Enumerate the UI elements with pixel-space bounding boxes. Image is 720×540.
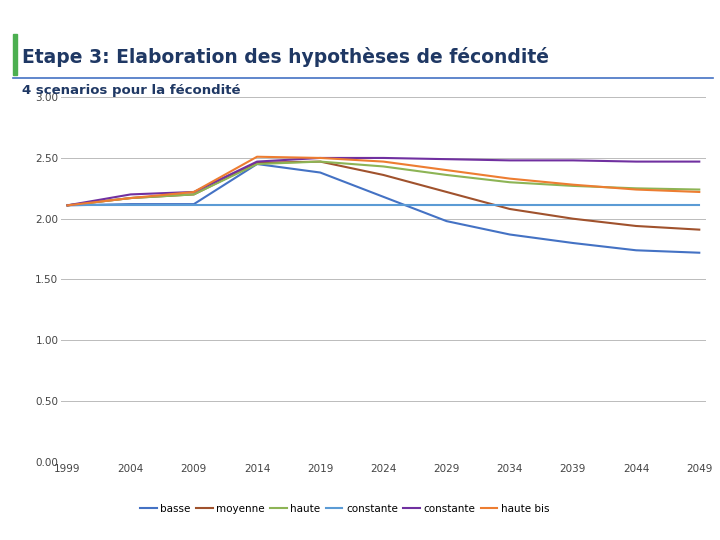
Legend: basse, moyenne, haute, constante, constante, haute bis: basse, moyenne, haute, constante, consta… bbox=[136, 500, 554, 518]
Text: Etape 3: Elaboration des hypothèses de fécondité: Etape 3: Elaboration des hypothèses de f… bbox=[22, 46, 549, 67]
Text: 4 scenarios pour la fécondité: 4 scenarios pour la fécondité bbox=[22, 84, 240, 97]
